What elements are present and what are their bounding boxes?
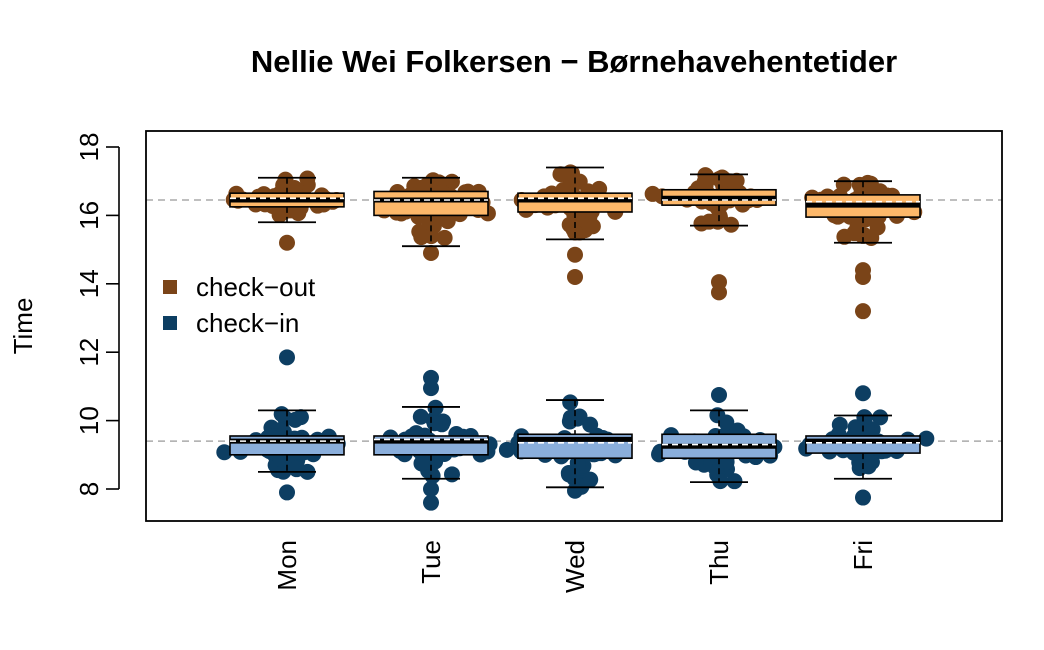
data-point — [712, 473, 729, 490]
outlier-point — [567, 482, 583, 499]
data-point — [644, 185, 661, 202]
data-point — [562, 394, 579, 411]
data-point — [718, 414, 735, 431]
data-point — [723, 216, 740, 233]
chart-title: Nellie Wei Folkersen − Børnehavehentetid… — [251, 44, 897, 79]
outlier-point — [423, 245, 439, 262]
data-point — [413, 229, 430, 246]
x-tick-label: Thu — [704, 540, 734, 585]
data-point — [565, 409, 582, 426]
outlier-point — [423, 481, 439, 497]
legend-label: check−out — [196, 272, 316, 302]
outlier-point — [279, 234, 295, 251]
data-point — [498, 441, 515, 458]
y-tick-label: 16 — [74, 201, 104, 230]
data-point — [413, 455, 430, 472]
data-point — [443, 466, 460, 483]
x-tick-label: Fri — [848, 540, 878, 570]
outlier-point — [567, 246, 583, 263]
outlier-point — [711, 274, 727, 291]
outlier-point — [279, 349, 295, 366]
data-point — [288, 460, 305, 477]
legend-label: check−in — [196, 308, 299, 338]
data-point — [426, 415, 443, 432]
data-point — [872, 409, 889, 426]
x-tick-label: Mon — [272, 540, 302, 591]
outlier-point — [855, 227, 871, 244]
data-point — [918, 430, 935, 447]
data-point — [728, 172, 745, 189]
data-point — [552, 166, 569, 183]
box — [805, 435, 921, 454]
outlier-point — [423, 494, 439, 511]
plot-frame — [145, 130, 1003, 522]
y-tick-label: 12 — [74, 338, 104, 367]
data-point — [216, 444, 233, 461]
data-point — [412, 408, 429, 425]
data-point — [850, 420, 867, 437]
outlier-point — [855, 385, 871, 402]
y-axis-label: Time — [8, 298, 38, 355]
outlier-point — [855, 303, 871, 320]
box — [517, 192, 633, 213]
y-tick-label: 8 — [74, 482, 104, 496]
outlier-point — [855, 262, 871, 279]
y-tick-label: 14 — [74, 269, 104, 298]
outlier-point — [855, 489, 871, 506]
legend-swatch — [163, 280, 177, 294]
data-point — [563, 165, 580, 182]
data-point — [277, 171, 294, 188]
data-point — [836, 228, 853, 245]
box — [373, 190, 489, 217]
y-tick-label: 10 — [74, 406, 104, 435]
outlier-point — [279, 484, 295, 501]
y-tick-label: 18 — [74, 133, 104, 162]
data-point — [436, 229, 453, 246]
plot-layer: 8 10 12 14 16 18 Mon Tue Wed Thu Fri check−out check… — [74, 130, 1003, 593]
outlier-point — [423, 369, 439, 386]
outlier-point — [711, 386, 727, 403]
data-point — [726, 473, 743, 490]
legend-swatch — [163, 316, 177, 330]
x-tick-label: Tue — [416, 540, 446, 584]
outlier-point — [567, 268, 583, 285]
data-point — [698, 167, 715, 184]
x-tick-label: Wed — [560, 540, 590, 593]
